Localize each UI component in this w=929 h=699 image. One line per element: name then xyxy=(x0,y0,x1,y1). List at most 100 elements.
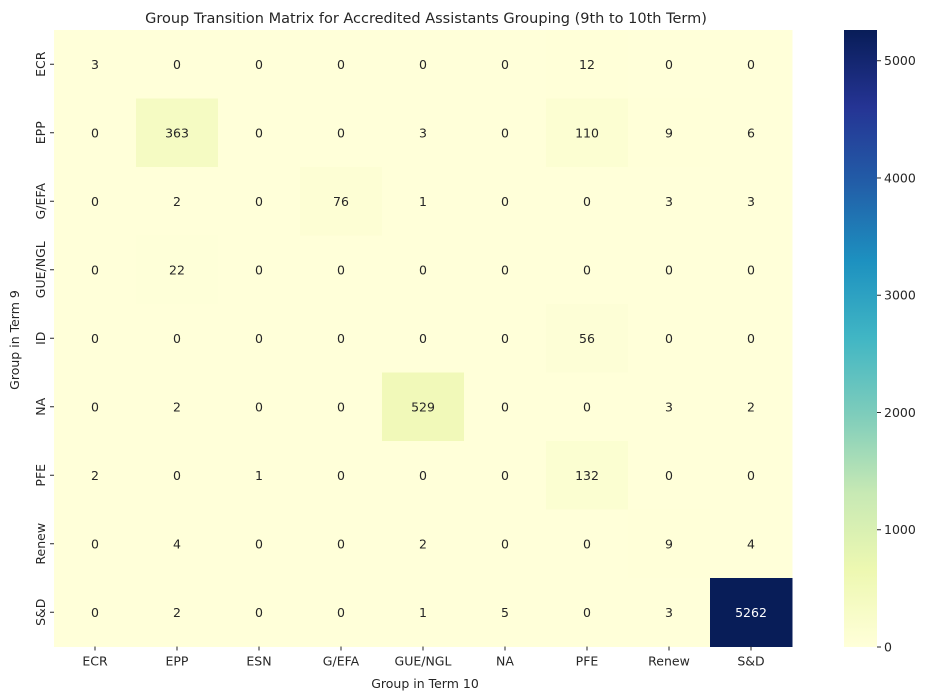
cell-value-label: 0 xyxy=(91,125,99,140)
colorbar-tick-label: 2000 xyxy=(884,405,916,420)
colorbar-tick-label: 0 xyxy=(884,640,892,655)
cell-value-label: 0 xyxy=(501,468,509,483)
cell-value-label: 0 xyxy=(173,468,181,483)
cell-value-label: 3 xyxy=(419,125,427,140)
heatmap-cell-7-2 xyxy=(218,509,301,579)
heatmap-cell-7-4 xyxy=(382,509,465,579)
heatmap-cell-0-6 xyxy=(546,30,629,99)
heatmap-cell-7-5 xyxy=(464,509,547,579)
cell-value-label: 0 xyxy=(337,468,345,483)
cell-value-label: 2 xyxy=(419,536,427,551)
heatmap-cell-1-5 xyxy=(464,98,547,168)
cell-value-label: 0 xyxy=(747,262,755,277)
cell-value-label: 0 xyxy=(665,331,673,346)
cell-value-label: 0 xyxy=(255,605,263,620)
heatmap-cell-8-6 xyxy=(546,578,629,647)
cell-value-label: 3 xyxy=(665,605,673,620)
heatmap-cell-8-4 xyxy=(382,578,465,647)
heatmap-cell-5-8 xyxy=(710,372,793,442)
heatmap-cell-2-1 xyxy=(136,167,219,236)
x-tick-label: NA xyxy=(496,654,514,669)
heatmap-cell-7-1 xyxy=(136,509,219,579)
heatmap-cell-2-2 xyxy=(218,167,301,236)
cell-value-label: 56 xyxy=(579,331,595,346)
heatmap-cell-4-0 xyxy=(54,304,137,373)
colorbar-tick-label: 5000 xyxy=(884,53,916,68)
heatmap-cell-8-0 xyxy=(54,578,137,647)
cell-value-label: 0 xyxy=(419,468,427,483)
heatmap-cell-8-7 xyxy=(628,578,711,647)
cell-value-label: 5 xyxy=(501,605,509,620)
heatmap-cell-5-4 xyxy=(382,372,465,442)
cell-value-label: 0 xyxy=(583,605,591,620)
cell-value-label: 0 xyxy=(419,57,427,72)
heatmap-cell-8-8 xyxy=(710,578,793,647)
cell-value-label: 0 xyxy=(337,399,345,414)
heatmap-cell-3-6 xyxy=(546,235,629,305)
heatmap-cell-8-3 xyxy=(300,578,383,647)
cell-value-label: 2 xyxy=(173,605,181,620)
cell-value-label: 0 xyxy=(747,57,755,72)
cell-value-label: 0 xyxy=(91,605,99,620)
cell-value-label: 0 xyxy=(501,399,509,414)
y-tick-label: EPP xyxy=(33,121,48,144)
x-tick-label: Renew xyxy=(648,654,690,669)
cell-value-label: 0 xyxy=(337,536,345,551)
cell-value-label: 5262 xyxy=(735,605,767,620)
cell-value-label: 0 xyxy=(583,399,591,414)
heatmap-cell-2-7 xyxy=(628,167,711,236)
heatmap-cell-1-3 xyxy=(300,98,383,168)
heatmap-cell-0-5 xyxy=(464,30,547,99)
cell-value-label: 0 xyxy=(583,194,591,209)
heatmap-cell-4-7 xyxy=(628,304,711,373)
heatmap-cell-6-8 xyxy=(710,441,793,510)
cell-value-label: 0 xyxy=(255,125,263,140)
heatmap-cell-1-8 xyxy=(710,98,793,168)
cell-value-label: 0 xyxy=(255,194,263,209)
y-tick-label: GUE/NGL xyxy=(33,241,48,298)
cell-value-label: 132 xyxy=(575,468,599,483)
cell-value-label: 0 xyxy=(419,262,427,277)
cell-value-label: 0 xyxy=(501,262,509,277)
cell-value-label: 2 xyxy=(747,399,755,414)
cell-value-label: 3 xyxy=(747,194,755,209)
heatmap-cell-3-5 xyxy=(464,235,547,305)
cell-value-label: 0 xyxy=(337,262,345,277)
heatmap-cell-8-1 xyxy=(136,578,219,647)
heatmap-cell-5-6 xyxy=(546,372,629,442)
cell-value-label: 12 xyxy=(579,57,595,72)
heatmap-cell-3-8 xyxy=(710,235,793,305)
cell-value-label: 9 xyxy=(665,125,673,140)
heatmap-cell-1-7 xyxy=(628,98,711,168)
heatmap-cell-2-0 xyxy=(54,167,137,236)
cell-value-label: 2 xyxy=(173,194,181,209)
cell-value-label: 0 xyxy=(337,57,345,72)
heatmap-cell-6-1 xyxy=(136,441,219,510)
cell-value-label: 1 xyxy=(255,468,263,483)
heatmap-cell-labels: 3 0 0 0 0 0 12 0 00 363 0 0 3 0 110 9 60 2 0 76 1 0 0 3 30 22 0 0 0 0… xyxy=(91,57,767,620)
colorbar-ticks: 0 1000 2000 3000 4000 5000 xyxy=(877,53,916,655)
heatmap-cell-8-5 xyxy=(464,578,547,647)
cell-value-label: 0 xyxy=(501,331,509,346)
cell-value-label: 3 xyxy=(91,57,99,72)
cell-value-label: 0 xyxy=(173,57,181,72)
cell-value-label: 0 xyxy=(501,57,509,72)
heatmap-cell-7-3 xyxy=(300,509,383,579)
cell-value-label: 0 xyxy=(665,468,673,483)
heatmap-cell-0-4 xyxy=(382,30,465,99)
cell-value-label: 110 xyxy=(575,125,599,140)
heatmap-cell-6-5 xyxy=(464,441,547,510)
cell-value-label: 2 xyxy=(173,399,181,414)
heatmap-cell-0-0 xyxy=(54,30,137,99)
chart-title: Group Transition Matrix for Accredited A… xyxy=(145,11,707,27)
colorbar-tick-label: 4000 xyxy=(884,170,916,185)
heatmap-cell-3-4 xyxy=(382,235,465,305)
heatmap-cell-6-0 xyxy=(54,441,137,510)
heatmap-cell-5-1 xyxy=(136,372,219,442)
heatmap-cell-4-4 xyxy=(382,304,465,373)
heatmap-cell-5-3 xyxy=(300,372,383,442)
cell-value-label: 0 xyxy=(583,262,591,277)
y-axis-ticks: ECR EPP G/EFA GUE/NGL ID NA PFE Renew S&D xyxy=(33,51,54,626)
heatmap-cell-3-2 xyxy=(218,235,301,305)
